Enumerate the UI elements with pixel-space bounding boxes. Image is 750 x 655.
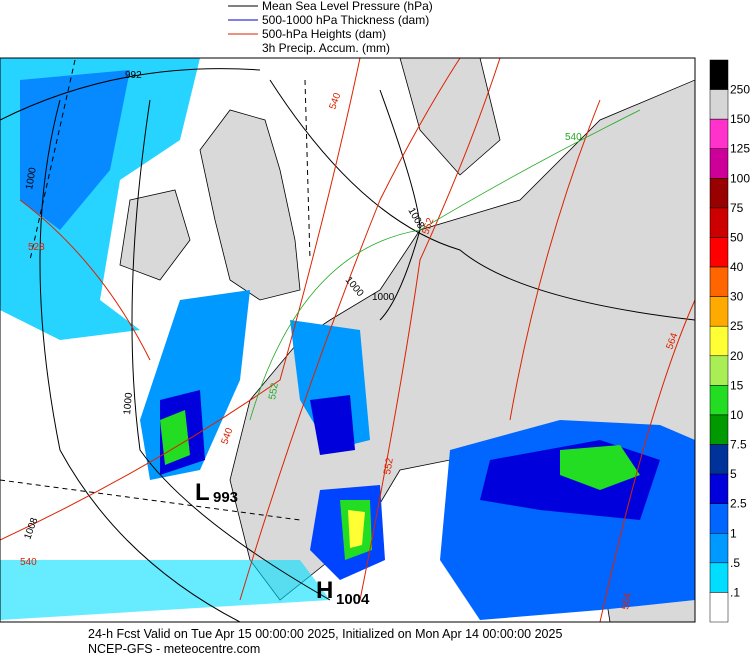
isobar	[39, 99, 241, 622]
colorbar-swatch	[709, 59, 729, 90]
colorbar-swatch	[709, 562, 729, 593]
precip-area	[160, 410, 190, 465]
colorbar-swatch	[709, 266, 729, 297]
colorbar-swatch	[709, 325, 729, 357]
high-value: 1004	[336, 591, 370, 608]
colorbar-label: 75	[730, 201, 744, 215]
legend-label: 500-hPa Heights (dam)	[262, 27, 386, 41]
high-letter: H	[316, 577, 333, 604]
colorbar-swatch	[709, 592, 729, 623]
ireland	[119, 189, 191, 281]
height-contour	[0, 58, 361, 541]
trough	[29, 59, 76, 261]
colorbar-swatch	[709, 503, 729, 534]
contour-label: 1000	[122, 392, 135, 416]
colorbar-label: 125	[730, 142, 750, 156]
colorbar-label: 15	[730, 378, 744, 392]
contour-label: 1000	[372, 292, 395, 303]
colorbar-swatch	[709, 207, 729, 238]
contour-label: 540	[565, 132, 582, 143]
colorbar-label: 100	[730, 171, 750, 185]
colorbar-label: 40	[730, 260, 744, 274]
colorbar-swatch	[709, 533, 729, 564]
colorbar-label: 10	[730, 408, 744, 422]
precip-area	[310, 395, 355, 455]
legend-label: 3h Precip. Accum. (mm)	[262, 41, 390, 55]
colorbar-swatch	[709, 237, 729, 268]
map: 992 1000 1000 1000 1008 1008 1000 528 54…	[0, 57, 696, 623]
colorbar-swatch	[709, 89, 729, 120]
footer-line: NCEP-GFS - meteocentre.com	[88, 642, 260, 655]
height-contour	[509, 99, 601, 421]
colorbar-swatch	[709, 385, 729, 416]
isobar	[131, 99, 331, 601]
low-letter: L	[195, 479, 210, 506]
colorbar-label: 250	[730, 83, 750, 97]
colorbar-label: 2.5	[730, 497, 747, 511]
colorbar-swatch	[709, 178, 729, 209]
contour-label: 540	[20, 557, 37, 568]
colorbar-label: 20	[730, 349, 744, 363]
trough	[304, 79, 311, 261]
legend: Mean Sea Level Pressure (hPa) 500-1000 h…	[228, 0, 433, 55]
colorbar-label: 7.5	[730, 438, 747, 452]
colorbar: 250 150 125 100 75 50 40 30 25 20 15 10 7.5 5 2.5 1 .5 .1	[709, 59, 750, 623]
colorbar-label: 1	[730, 526, 737, 540]
contour-label: 564	[620, 592, 634, 611]
precip-area	[348, 510, 365, 548]
colorbar-swatch	[709, 473, 729, 504]
thickness-contour	[249, 109, 641, 421]
colorbar-swatch	[709, 118, 729, 149]
contour-label: 552	[267, 382, 281, 401]
colorbar-label: 30	[730, 290, 744, 304]
contour-label: 1000	[24, 166, 39, 190]
colorbar-swatch	[709, 296, 729, 327]
isobar	[0, 68, 261, 121]
precip-area	[20, 70, 130, 230]
colorbar-label: 50	[730, 230, 744, 244]
precip-area	[560, 445, 640, 490]
height-contour	[599, 299, 695, 622]
map-frame	[0, 57, 696, 623]
contour-label: 552	[382, 457, 396, 476]
contour-label: 992	[125, 70, 142, 81]
great-britain	[199, 109, 301, 301]
isobar	[269, 79, 695, 321]
scandinavia	[399, 58, 501, 176]
height-contour	[19, 199, 151, 361]
trough	[0, 479, 301, 521]
colorbar-label: 25	[730, 319, 744, 333]
colorbar-label: .5	[730, 556, 740, 570]
colorbar-label: .1	[730, 585, 740, 599]
colorbar-label: 150	[730, 112, 750, 126]
colorbar-swatch	[709, 414, 729, 445]
height-contour	[359, 58, 501, 601]
footer-line: 24-h Fcst Valid on Tue Apr 15 00:00:00 2…	[88, 627, 562, 641]
contour-label: 528	[28, 242, 45, 253]
colorbar-swatch	[709, 444, 729, 475]
colorbar-label: 5	[730, 467, 737, 481]
low-value: 993	[213, 489, 238, 506]
height-contour	[239, 58, 461, 601]
legend-label: 500-1000 hPa Thickness (dam)	[262, 13, 429, 27]
colorbar-swatch	[709, 355, 729, 386]
colorbar-swatch	[709, 148, 729, 179]
legend-label: Mean Sea Level Pressure (hPa)	[262, 0, 433, 13]
